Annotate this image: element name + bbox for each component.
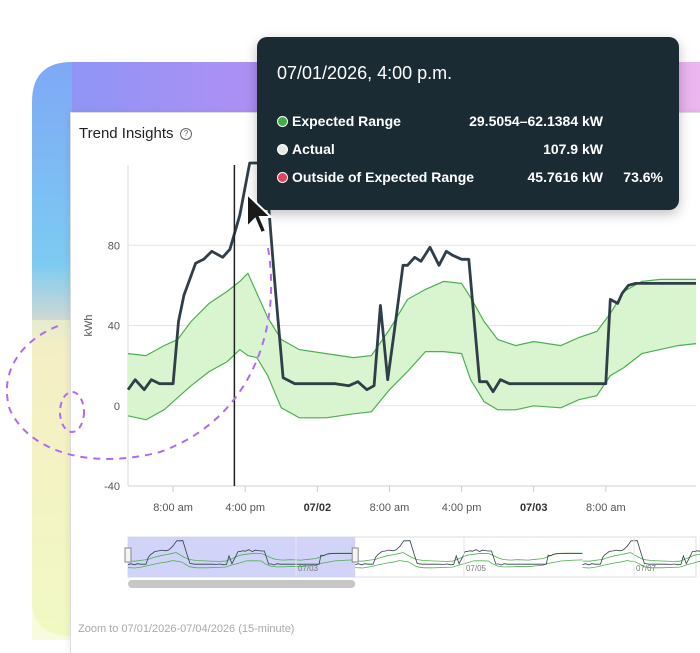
navigator-range-line (582, 552, 700, 562)
y-tick-label: 0 (114, 401, 120, 413)
zoom-range-label: Zoom to 07/01/2026-07/04/2026 (15-minute… (78, 623, 295, 635)
x-tick-label: 8:00 am (586, 502, 626, 514)
y-tick-label: 40 (108, 321, 120, 333)
tooltip-extra: 73.6% (623, 169, 663, 185)
expected-range-lower-line (127, 343, 697, 421)
question-circle-icon[interactable]: ? (180, 128, 192, 140)
tooltip-label: Actual (292, 141, 335, 157)
navigator-tick-label: 07/05 (466, 564, 487, 573)
navigator-range-line (127, 559, 356, 569)
dashed-decoration-arc (5, 247, 273, 460)
navigator-selection[interactable] (128, 537, 356, 577)
navigator-tick-label: 07/03 (298, 564, 319, 573)
x-tick-label: 8:00 am (153, 502, 193, 514)
navigator-range-line (355, 552, 583, 562)
x-tick-label: 07/03 (520, 502, 548, 514)
mouse-pointer-icon (246, 193, 274, 235)
expected-range-dot-icon (277, 116, 288, 127)
navigator-actual-line (355, 540, 583, 566)
tooltip-label: Expected Range (292, 113, 401, 129)
tooltip-row-actual: Actual 107.9 kW (277, 140, 667, 160)
panel-title: Trend Insights (79, 125, 174, 142)
y-tick-label: 80 (108, 240, 120, 252)
outside-range-dot-icon (277, 172, 288, 183)
navigator-handle-right[interactable] (351, 547, 359, 563)
navigator-range-line (582, 560, 700, 569)
y-tick-label: -40 (104, 481, 120, 493)
navigator-tick-label: 07/07 (636, 564, 657, 573)
tooltip-row-outside: Outside of Expected Range 45.7616 kW 73.… (277, 168, 667, 188)
range-navigator[interactable]: 07/03 07/05 07/07 (124, 536, 700, 588)
hover-tooltip: 07/01/2026, 4:00 p.m. Expected Range 29.… (257, 37, 679, 210)
actual-series-line (126, 159, 696, 394)
navigator-actual-line (582, 540, 700, 566)
navigator-handle-left[interactable] (124, 547, 132, 563)
tooltip-value: 29.5054–62.1384 kW (469, 113, 603, 129)
dashed-decoration-loop (59, 391, 85, 433)
tooltip-label: Outside of Expected Range (292, 169, 475, 185)
navigator-actual-line (127, 540, 356, 566)
tooltip-row-expected: Expected Range 29.5054–62.1384 kW (277, 112, 667, 132)
expected-range-band (128, 273, 696, 420)
tooltip-value: 107.9 kW (543, 141, 603, 157)
y-axis-label: kWh (83, 315, 95, 337)
x-tick-label: 4:00 pm (225, 502, 265, 514)
tooltip-value: 45.7616 kW (527, 169, 604, 185)
x-tick-label: 07/02 (304, 502, 332, 514)
expected-range-upper-line (127, 272, 696, 359)
x-tick-label: 4:00 pm (442, 502, 482, 514)
gradient-frame-bottom-left (32, 320, 72, 640)
tooltip-timestamp: 07/01/2026, 4:00 p.m. (277, 63, 453, 83)
navigator-range-line (127, 552, 356, 562)
actual-dot-icon (277, 144, 288, 155)
navigator-range-line (355, 559, 583, 569)
navigator-scrollbar[interactable] (128, 580, 356, 588)
x-tick-label: 8:00 am (370, 502, 410, 514)
